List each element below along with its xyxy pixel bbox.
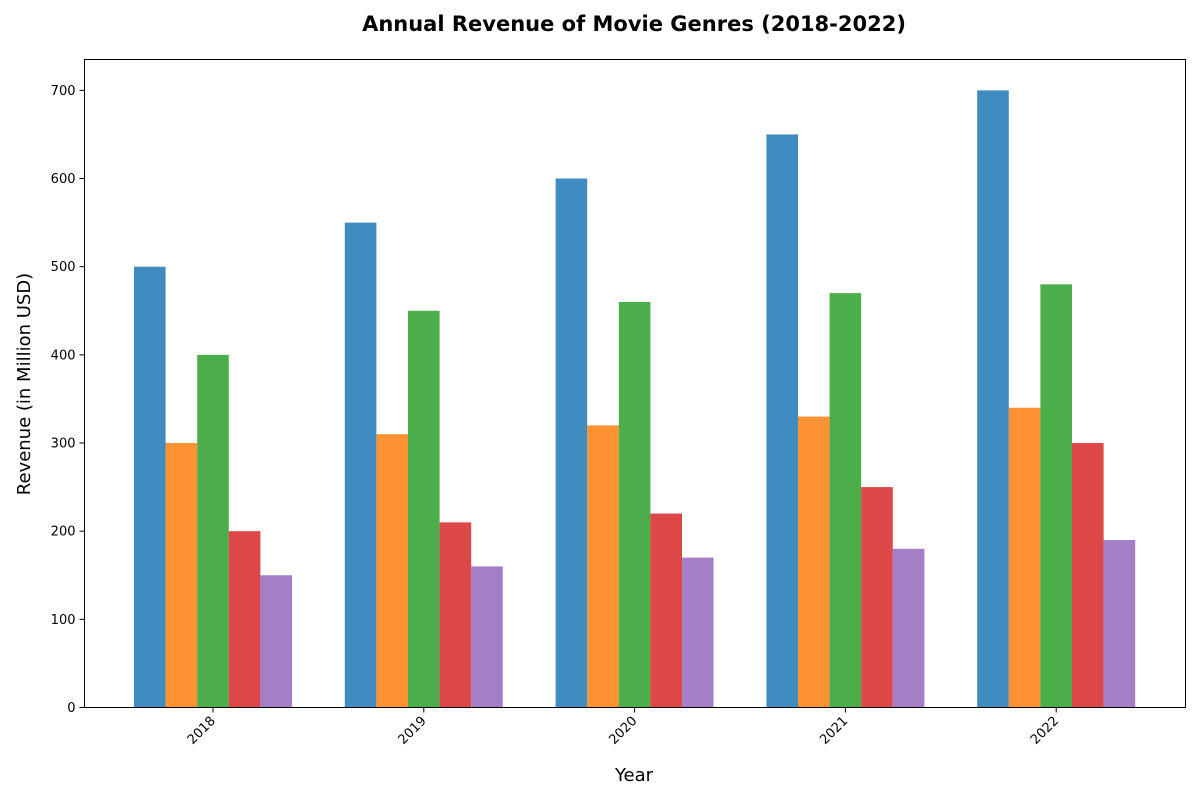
y-axis-label: Revenue (in Million USD) [14, 273, 35, 495]
bar-2019-series-4 [439, 522, 472, 708]
bar-2022-series-4 [1072, 443, 1104, 708]
x-tick-label-2019: 2019 [396, 714, 430, 748]
bars-group [134, 90, 1136, 708]
y-tick-label-200: 200 [51, 525, 76, 540]
bar-2018-series-5 [260, 575, 292, 708]
y-tick-label-0: 0 [67, 701, 75, 716]
chart-title: Annual Revenue of Movie Genres (2018-202… [362, 12, 906, 36]
y-tick-label-700: 700 [51, 84, 76, 99]
x-tick-label-2018: 2018 [185, 714, 219, 748]
y-tick-label-600: 600 [51, 172, 76, 187]
bar-2019-series-3 [408, 310, 440, 708]
y-tick-label-300: 300 [51, 437, 76, 452]
y-tick-label-500: 500 [51, 260, 76, 275]
bar-2019-series-2 [376, 434, 408, 708]
bar-2018-series-3 [197, 354, 229, 708]
bar-2018-series-2 [165, 443, 198, 708]
bar-2018-series-4 [228, 531, 261, 708]
bar-2020-series-2 [587, 425, 619, 708]
bar-2020-series-1 [555, 178, 588, 708]
bar-2020-series-5 [682, 557, 714, 708]
x-axis-label: Year [614, 765, 654, 786]
bar-2021-series-5 [892, 548, 925, 708]
x-tick-label-2021: 2021 [817, 714, 851, 748]
y-tick-label-100: 100 [51, 613, 76, 628]
bar-2019-series-5 [471, 566, 503, 708]
bar-2020-series-4 [650, 513, 682, 708]
bar-2020-series-3 [618, 301, 651, 708]
plot-frame [84, 59, 1186, 708]
x-axis: 2018 2019 2020 2021 2022 [185, 707, 1062, 748]
bar-2022-series-3 [1040, 284, 1072, 708]
bar-2021-series-4 [861, 487, 893, 708]
bar-2021-series-1 [766, 134, 798, 708]
bar-2018-series-1 [134, 266, 166, 708]
bar-2021-series-2 [798, 416, 830, 708]
bar-2022-series-1 [977, 90, 1009, 708]
x-tick-label-2020: 2020 [606, 714, 640, 748]
bar-2022-series-2 [1008, 407, 1041, 708]
y-tick-label-400: 400 [51, 348, 76, 363]
x-tick-label-2022: 2022 [1028, 714, 1062, 748]
bar-2022-series-5 [1103, 539, 1136, 708]
bar-2021-series-3 [829, 293, 862, 708]
bar-2019-series-1 [344, 222, 377, 708]
y-axis: 0 100 200 300 400 500 600 700 [51, 84, 85, 716]
